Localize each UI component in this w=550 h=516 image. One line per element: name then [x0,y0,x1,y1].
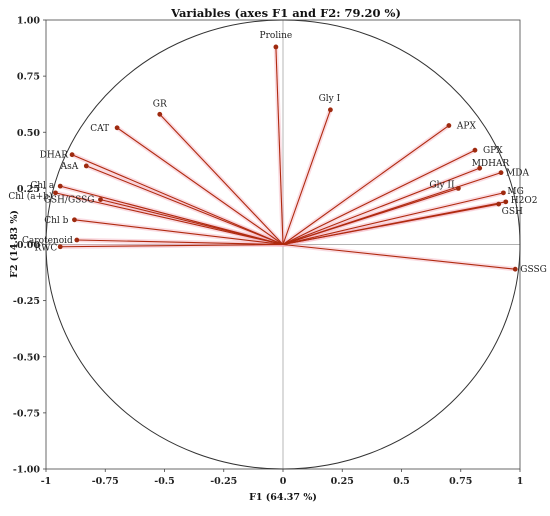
vector-cat [116,127,284,245]
point-chl-a-b [53,190,58,196]
vector-dhar [71,154,284,246]
x-tick-label: 1 [517,476,524,487]
vector-apx [282,125,450,245]
point-cat [114,125,120,131]
x-tick-label: 0.75 [449,476,472,487]
label-gly-i: Gly I [319,94,341,104]
y-tick-label: 1.00 [17,16,41,27]
vector-gpx [282,149,476,245]
label-asa: AsA [60,162,79,172]
point-gssg [512,266,518,272]
point-rwc [57,244,63,250]
label-apx: APX [456,122,477,132]
vector-gly-ii [282,187,459,246]
vector-rwc [60,243,284,248]
y-tick-label: -0.50 [13,352,40,363]
label-cat: CAT [90,124,109,134]
y-tick-label: 0.00 [17,240,41,251]
label-mg: MG [507,187,523,197]
point-proline [273,44,279,50]
point-gpx [472,147,478,153]
label-gssg: GSSG [520,265,547,275]
x-tick-label: -1 [41,476,52,487]
point-gsh [496,201,502,207]
label-mdhar: MDHAR [472,159,510,169]
y-tick-label: 0.25 [17,184,40,195]
label-gr: GR [153,99,167,109]
label-chl-a-b: Chl (a+b) [8,191,52,202]
point-carotenoid [74,237,80,243]
label-h2o2: H2O2 [511,196,538,206]
point-chl-b [72,217,77,223]
vector-highlights [54,46,516,272]
point-gly-ii [455,185,461,191]
label-gpx: GPX [483,146,503,156]
vector-gr [159,113,284,245]
label-gly-ii: Gly II [429,180,455,190]
x-axis-ticks: -1 -0.75 -0.5 -0.25 0 0.25 0.5 0.75 1 [41,469,524,487]
chart-title: Variables (axes F1 and F2: 79.20 %) [170,6,401,20]
y-axis-label: F2 (14.83 %) [9,210,20,278]
vector-mg [282,192,504,246]
point-gsh-gssg [98,197,103,203]
label-chl-b: Chl b [44,216,68,226]
point-dhar [69,152,75,158]
y-tick-label: 0.75 [17,72,40,83]
x-tick-label: 0 [280,476,287,487]
vector-gly-i [282,109,331,245]
y-tick-label: -1.00 [13,465,40,476]
label-chl-a: Chl a [30,181,54,191]
y-tick-label: 0.50 [17,128,41,139]
vector-gsh-gssg [100,199,284,246]
vector-mdhar [282,167,480,246]
x-axis-label: F1 (64.37 %) [249,492,317,503]
point-mdhar [477,165,483,171]
point-gly-i [328,107,333,113]
x-tick-label: -0.5 [154,476,174,487]
point-mda [498,170,504,176]
point-mg [501,190,506,196]
x-tick-label: 0.25 [331,476,354,487]
label-proline: Proline [260,31,293,41]
vector-chl-a-b [55,192,284,246]
y-tick-label: -0.75 [13,408,40,419]
label-rwc: RWC [35,244,58,254]
vector-chl-b [74,219,284,246]
vector-chl-a [60,185,284,246]
label-dhar: DHAR [40,151,69,161]
vector-proline [275,46,284,245]
x-tick-label: -0.75 [92,476,119,487]
point-apx [446,123,452,128]
vector-gsh [282,203,499,246]
label-carotenoid: Carotenoid [22,236,73,246]
point-asa [83,163,89,169]
label-gsh-gssg: GSH/GSSG [44,196,95,206]
point-chl-a [57,183,63,189]
vector-asa [86,165,284,246]
point-gr [157,111,163,117]
label-gsh: GSH [502,207,523,217]
vector-carotenoid [76,239,284,246]
vector-gssg [282,243,516,270]
x-tick-label: 0.5 [393,476,410,487]
point-h2o2 [503,199,509,205]
y-axis-ticks: 1.00 0.75 0.50 0.25 0.00 -0.25 -0.50 -0.75 -1.00 [13,16,46,476]
label-mda: MDA [506,169,529,179]
y-tick-label: -0.25 [13,296,40,307]
x-tick-label: -0.25 [210,476,237,487]
